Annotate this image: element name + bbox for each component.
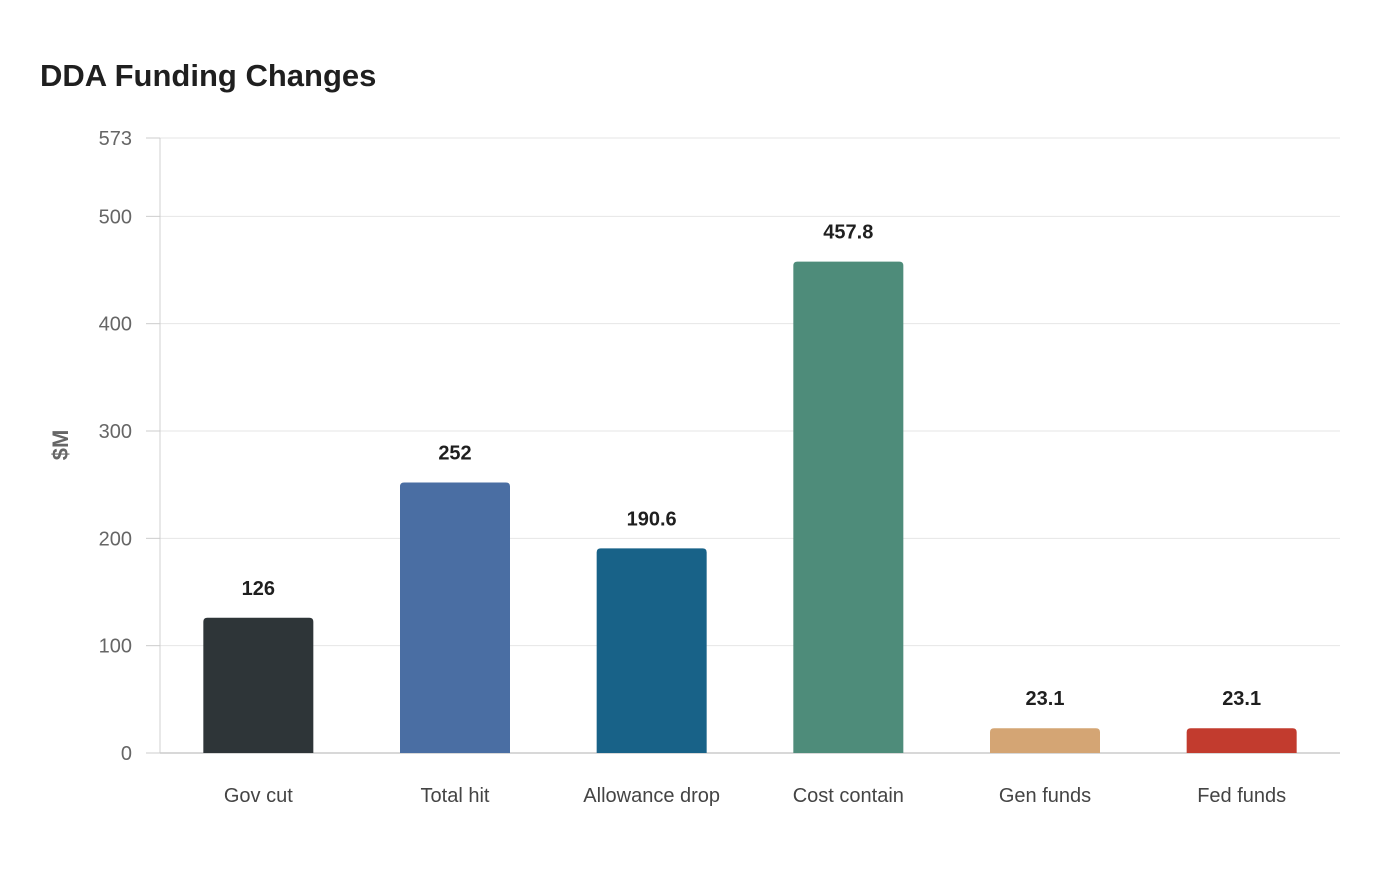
value-label-allowance-drop: 190.6 bbox=[627, 508, 677, 530]
y-axis-title: $M bbox=[48, 430, 73, 461]
bar-gen-funds bbox=[990, 728, 1100, 753]
y-tick-label-300: 300 bbox=[99, 421, 132, 443]
y-tick-label-400: 400 bbox=[99, 314, 132, 336]
category-label-gen-funds: Gen funds bbox=[999, 785, 1091, 807]
value-label-gen-funds: 23.1 bbox=[1026, 688, 1065, 710]
y-axis-ticks: 0 100 200 300 400 500 573 bbox=[99, 128, 160, 765]
bar-fed-funds bbox=[1186, 728, 1297, 753]
category-label-total-hit: Total hit bbox=[421, 785, 490, 807]
y-tick-label-100: 100 bbox=[99, 636, 132, 658]
y-tick-label-0: 0 bbox=[121, 743, 132, 765]
value-label-fed-funds: 23.1 bbox=[1222, 688, 1261, 710]
value-label-cost-contain: 457.8 bbox=[823, 222, 873, 244]
x-axis-categories: Gov cut Total hit Allowance drop Cost conta… bbox=[224, 785, 1286, 807]
category-label-fed-funds: Fed funds bbox=[1197, 785, 1286, 807]
bars bbox=[203, 261, 1297, 753]
chart-title: DDA Funding Changes bbox=[40, 58, 377, 93]
category-label-allowance-drop: Allowance drop bbox=[583, 785, 720, 807]
value-label-total-hit: 252 bbox=[438, 443, 471, 465]
y-tick-label-500: 500 bbox=[99, 206, 132, 228]
bar-total-hit bbox=[400, 482, 510, 753]
bar-gov-cut bbox=[203, 617, 314, 753]
data-labels: 126 252 190.6 457.8 23.1 23.1 bbox=[242, 222, 1261, 711]
bar-cost-contain bbox=[793, 261, 904, 753]
category-label-cost-contain: Cost contain bbox=[793, 785, 904, 807]
value-label-gov-cut: 126 bbox=[242, 578, 275, 600]
category-label-gov-cut: Gov cut bbox=[224, 785, 293, 807]
bar-allowance-drop bbox=[596, 548, 707, 753]
gridlines bbox=[160, 137, 1340, 647]
y-tick-label-200: 200 bbox=[99, 528, 132, 550]
y-tick-label-573: 573 bbox=[99, 128, 132, 150]
